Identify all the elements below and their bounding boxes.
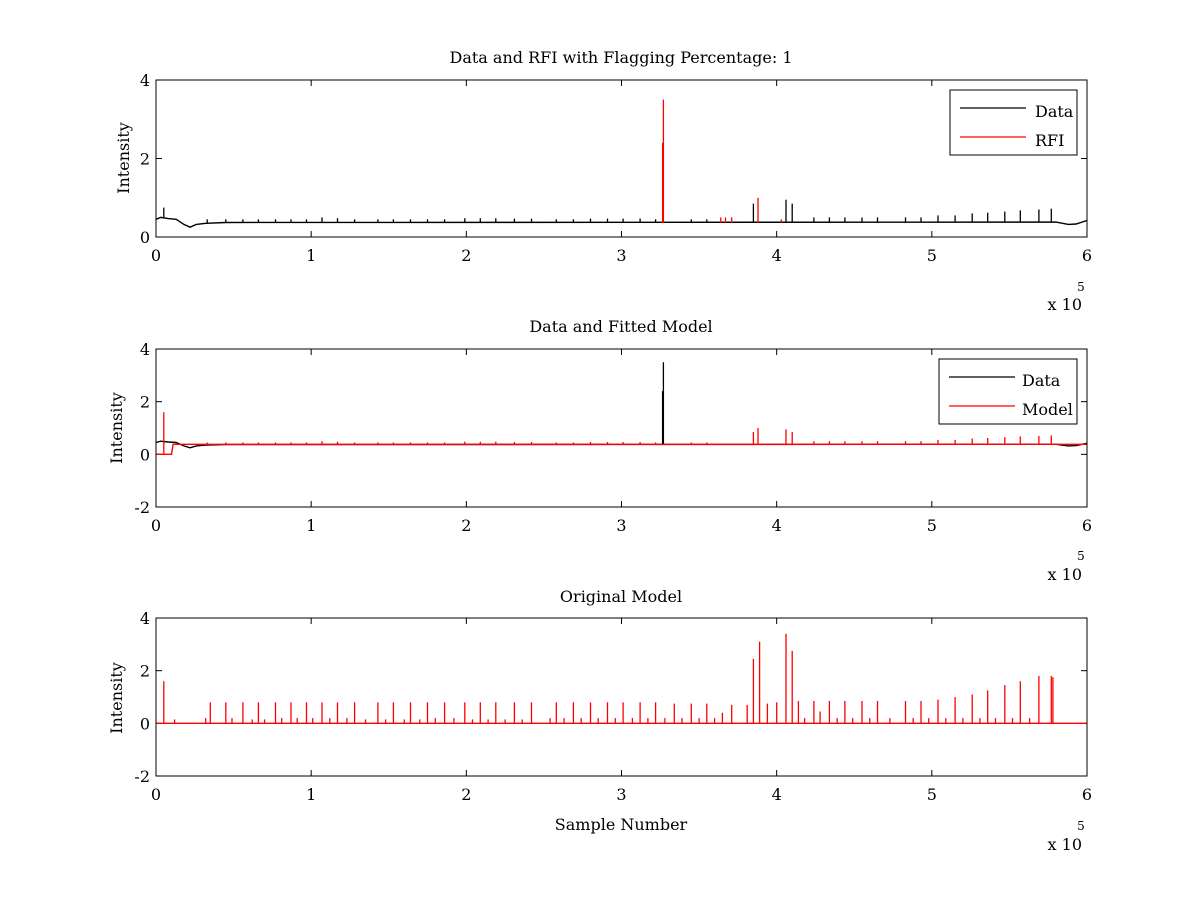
legend-box (949, 89, 1078, 156)
x-multiplier-base: x 10 (1048, 835, 1082, 854)
axes-frame (155, 79, 1088, 238)
plot-lines (156, 633, 1087, 724)
series-rfi (661, 99, 782, 223)
legend-label-model: Model (1022, 400, 1073, 419)
y-axis-label: Intensity (114, 122, 133, 194)
x-tick-label: 4 (772, 246, 782, 265)
x-tick-label: 1 (306, 785, 316, 804)
x-tick-label: 2 (461, 785, 471, 804)
series-baseline (155, 440, 1088, 449)
legend-box (938, 358, 1078, 425)
y-tick-label: 2 (140, 662, 150, 681)
x-multiplier-exponent: 5 (1077, 280, 1085, 294)
x-tick-label: 2 (461, 246, 471, 265)
axes-frame (155, 348, 1088, 508)
x-tick-label: 2 (461, 516, 471, 535)
series-baseline (155, 216, 1088, 228)
x-tick-label: 5 (927, 516, 937, 535)
legend-label-data: Data (1022, 371, 1061, 390)
legend: Data Model (938, 358, 1078, 425)
y-tick-label: -2 (134, 767, 150, 786)
x-multiplier-base: x 10 (1048, 295, 1082, 314)
x-tick-label: 6 (1082, 785, 1092, 804)
series-model (156, 412, 1087, 455)
panel-title: Data and Fitted Model (529, 317, 712, 336)
legend-label-data: Data (1035, 102, 1074, 121)
x-tick-label: 0 (151, 516, 161, 535)
panel-title: Original Model (560, 587, 682, 606)
y-tick-label: 0 (140, 714, 150, 733)
x-tick-label: 6 (1082, 246, 1092, 265)
x-tick-label: 3 (616, 516, 626, 535)
axes-frame (155, 617, 1088, 777)
x-tick-label: 4 (772, 516, 782, 535)
series-data (155, 199, 1088, 228)
x-multiplier-exponent: 5 (1077, 819, 1085, 833)
x-tick-label: 1 (306, 246, 316, 265)
y-tick-label: 4 (140, 609, 150, 628)
panel-original-model: Original Model Intensity Sample Number x… (107, 587, 1092, 854)
x-tick-label: 3 (616, 785, 626, 804)
y-tick-label: 2 (140, 393, 150, 412)
x-multiplier-base: x 10 (1048, 565, 1082, 584)
y-tick-label: -2 (134, 498, 150, 517)
x-tick-label: 6 (1082, 516, 1092, 535)
y-tick-label: 2 (140, 150, 150, 169)
x-axis-label: Sample Number (555, 815, 688, 834)
legend-label-rfi: RFI (1035, 131, 1064, 150)
y-tick-label: 0 (140, 445, 150, 464)
series-data (155, 362, 1088, 449)
series-baseline (156, 443, 1087, 455)
x-tick-label: 1 (306, 516, 316, 535)
y-tick-label: 0 (140, 228, 150, 247)
x-multiplier-exponent: 5 (1077, 549, 1085, 563)
x-tick-label: 0 (151, 785, 161, 804)
plot-lines (155, 99, 1088, 228)
x-tick-label: 0 (151, 246, 161, 265)
series-model (156, 633, 1087, 724)
panel-title: Data and RFI with Flagging Percentage: 1 (449, 48, 792, 67)
plot-lines (155, 362, 1088, 455)
panel-rfi: Data and RFI with Flagging Percentage: 1… (114, 48, 1092, 314)
x-tick-label: 5 (927, 785, 937, 804)
y-axis-label: Intensity (107, 392, 126, 464)
y-axis-label: Intensity (107, 662, 126, 734)
x-tick-label: 3 (616, 246, 626, 265)
x-tick-label: 5 (927, 246, 937, 265)
legend: Data RFI (949, 89, 1078, 156)
x-tick-label: 4 (772, 785, 782, 804)
panel-fitted-model: Data and Fitted Model Intensity x 10 5 0… (107, 317, 1092, 584)
y-tick-label: 4 (140, 71, 150, 90)
y-tick-label: 4 (140, 340, 150, 359)
